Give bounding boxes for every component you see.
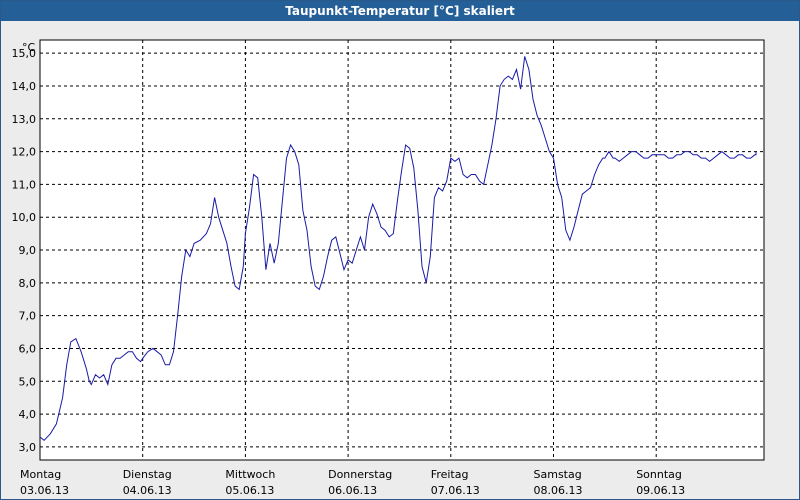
x-tick-date: 08.06.13 bbox=[534, 484, 583, 497]
x-tick-day: Montag bbox=[20, 468, 61, 481]
y-axis: 15,0 14,0 13,0 12,0 11,0 10,0 9,0 8,0 7,0 6,0 5,0 4… bbox=[12, 47, 37, 454]
series-line-dewpoint bbox=[39, 56, 757, 441]
x-tick-date: 06.06.13 bbox=[328, 484, 377, 497]
x-tick-date: 05.06.13 bbox=[225, 484, 274, 497]
y-tick-label: 4,0 bbox=[19, 408, 37, 421]
y-axis-unit-label: °C bbox=[22, 41, 36, 54]
x-tick-day: Samstag bbox=[534, 468, 582, 481]
y-tick-label: 5,0 bbox=[19, 375, 37, 388]
x-tick-day: Donnerstag bbox=[328, 468, 392, 481]
y-tick-label: 15,0 bbox=[12, 47, 37, 60]
y-tick-label: 7,0 bbox=[19, 310, 37, 323]
y-tick-label: 3,0 bbox=[19, 441, 37, 454]
x-tick-day: Mittwoch bbox=[225, 468, 275, 481]
y-tick-label: 14,0 bbox=[12, 80, 37, 93]
x-tick-date: 09.06.13 bbox=[636, 484, 685, 497]
y-tick-label: 6,0 bbox=[19, 342, 37, 355]
chart-title: Taupunkt-Temperatur [°C] skaliert bbox=[1, 1, 799, 21]
y-tick-label: 9,0 bbox=[19, 244, 37, 257]
x-axis: Montag 03.06.13 Dienstag 04.06.13 Mittwoch 05… bbox=[20, 468, 685, 497]
y-tick-label: 13,0 bbox=[12, 113, 37, 126]
y-tick-label: 12,0 bbox=[12, 146, 37, 159]
x-tick-day: Sonntag bbox=[636, 468, 682, 481]
x-tick-day: Freitag bbox=[431, 468, 469, 481]
y-tick-label: 11,0 bbox=[12, 178, 37, 191]
y-tick-label: 10,0 bbox=[12, 211, 37, 224]
x-tick-date: 04.06.13 bbox=[123, 484, 172, 497]
x-tick-date: 07.06.13 bbox=[431, 484, 480, 497]
x-tick-day: Dienstag bbox=[123, 468, 172, 481]
y-tick-label: 8,0 bbox=[19, 277, 37, 290]
grid-lines bbox=[40, 40, 764, 460]
x-tick-date: 03.06.13 bbox=[20, 484, 69, 497]
